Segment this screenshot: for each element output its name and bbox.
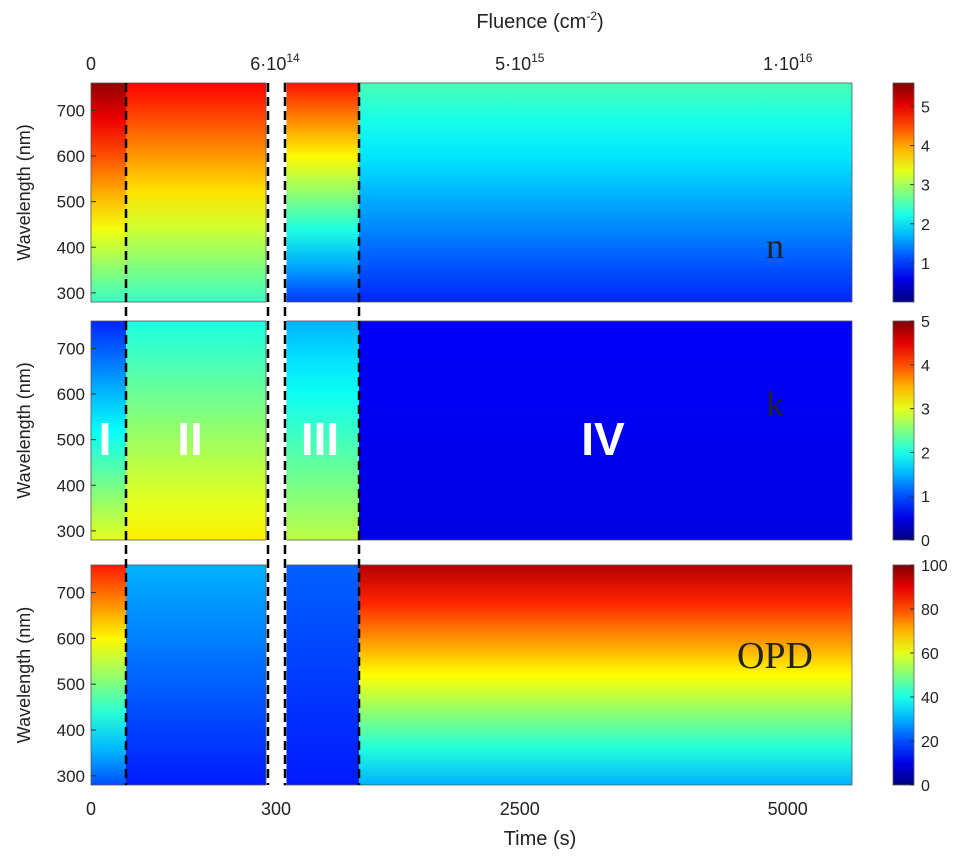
heatmap-k-region-iii [284,321,360,540]
colorbar-tick-label: 0 [921,778,930,795]
y-tick-label: 500 [57,431,85,450]
panel-label-k: k [766,384,784,424]
y-axis-label: Wavelength (nm) [14,124,34,260]
y-tick-label: 600 [57,147,85,166]
heatmap-n-region-iv [359,83,852,302]
x-tick-label: 0 [86,799,96,819]
colorbars: 1 2 3 4 5 0 1 2 3 4 5 0 20 40 60 80 100 [892,82,948,795]
heatmap-panels: n 300 400 500 600 700 Wavelength (nm) k 300 400 50… [14,82,853,786]
heatmap-opd-region-ii [126,565,266,785]
heatmap-opd-region-i [91,565,126,785]
x-tick-label: 300 [261,799,291,819]
y-tick-label: 600 [57,629,85,648]
region-labels: I II III IV [99,413,625,465]
y-tick-label: 600 [57,385,85,404]
top-axis-ticks: 0 6·1014 5·1015 1·1016 [86,51,813,74]
region-label-ii: II [177,413,203,465]
panel-frame [90,320,267,541]
region-label-i: I [99,413,112,465]
top-tick-label: 0 [86,54,96,74]
heatmap-k-region-ii [126,321,266,540]
y-tick-label: 700 [57,101,85,120]
top-axis: Fluence (cm-2) 0 6·1014 5·1015 1·1016 [86,9,813,74]
region-dividers [124,83,361,785]
y-tick-label: 300 [57,767,85,786]
top-tick-label: 5·1015 [495,51,545,74]
heatmap-opd-region-iii [284,565,360,785]
colorbar-tick-label: 3 [921,402,930,419]
colorbar-tick-label: 0 [921,533,930,550]
colorbar-opd: 0 20 40 60 80 100 [892,558,948,795]
colorbar-tick-label: 3 [921,178,930,195]
colorbar-n: 1 2 3 4 5 [892,82,930,303]
panel-frame [90,564,267,786]
colorbar-tick-label: 20 [921,734,939,751]
x-axis-label: Time (s) [504,828,577,850]
colorbar-gradient [892,564,915,786]
colorbar-tick-label: 5 [921,314,930,331]
colorbar-tick-label: 4 [921,139,930,156]
panel-n: n 300 400 500 600 700 Wavelength (nm) [14,82,853,303]
panel-label-opd: OPD [737,635,813,677]
panel-k: k 300 400 500 600 700 Wavelength (nm) [14,320,853,541]
y-tick-label: 500 [57,675,85,694]
colorbar-k: 0 1 2 3 4 5 [892,314,930,550]
heatmap-opd-region-iv [359,565,852,785]
colorbar-gradient [892,320,915,541]
heatmap-n-region-iii [284,83,360,302]
y-tick-label: 300 [57,522,85,541]
y-tick-label: 700 [57,584,85,603]
y-axis-label: Wavelength (nm) [14,607,34,743]
heatmap-k-region-i [91,321,126,540]
x-tick-label: 2500 [500,799,540,819]
colorbar-tick-label: 1 [921,489,930,506]
colorbar-tick-label: 5 [921,99,930,116]
colorbar-tick-label: 1 [921,256,930,273]
colorbar-tick-label: 100 [921,558,948,575]
colorbar-gradient [892,82,915,303]
region-label-iii: III [301,413,339,465]
top-tick-label: 6·1014 [250,51,300,74]
colorbar-tick-label: 2 [921,217,930,234]
colorbar-tick-label: 80 [921,602,939,619]
y-tick-label: 400 [57,238,85,257]
heatmap-n-region-ii [126,83,266,302]
y-tick-label: 700 [57,339,85,358]
top-axis-label: Fluence (cm-2) [476,9,603,33]
heatmap-k-region-iv [359,321,852,540]
x-axis-ticks: 0 300 2500 5000 [86,799,808,819]
colorbar-tick-label: 60 [921,646,939,663]
top-tick-label: 1·1016 [763,51,813,74]
heatmap-n-region-i [91,83,126,302]
y-axis-label: Wavelength (nm) [14,362,34,498]
y-tick-label: 500 [57,193,85,212]
region-label-iv: IV [581,413,625,465]
x-tick-label: 5000 [768,799,808,819]
panel-opd: OPD 300 400 500 600 700 Wavelength (nm) [14,564,853,786]
y-tick-label: 300 [57,284,85,303]
y-tick-label: 400 [57,476,85,495]
y-tick-label: 400 [57,721,85,740]
colorbar-tick-label: 4 [921,358,930,375]
colorbar-tick-label: 40 [921,690,939,707]
colorbar-tick-label: 2 [921,445,930,462]
panel-frame [90,82,267,303]
panel-label-n: n [766,226,784,266]
